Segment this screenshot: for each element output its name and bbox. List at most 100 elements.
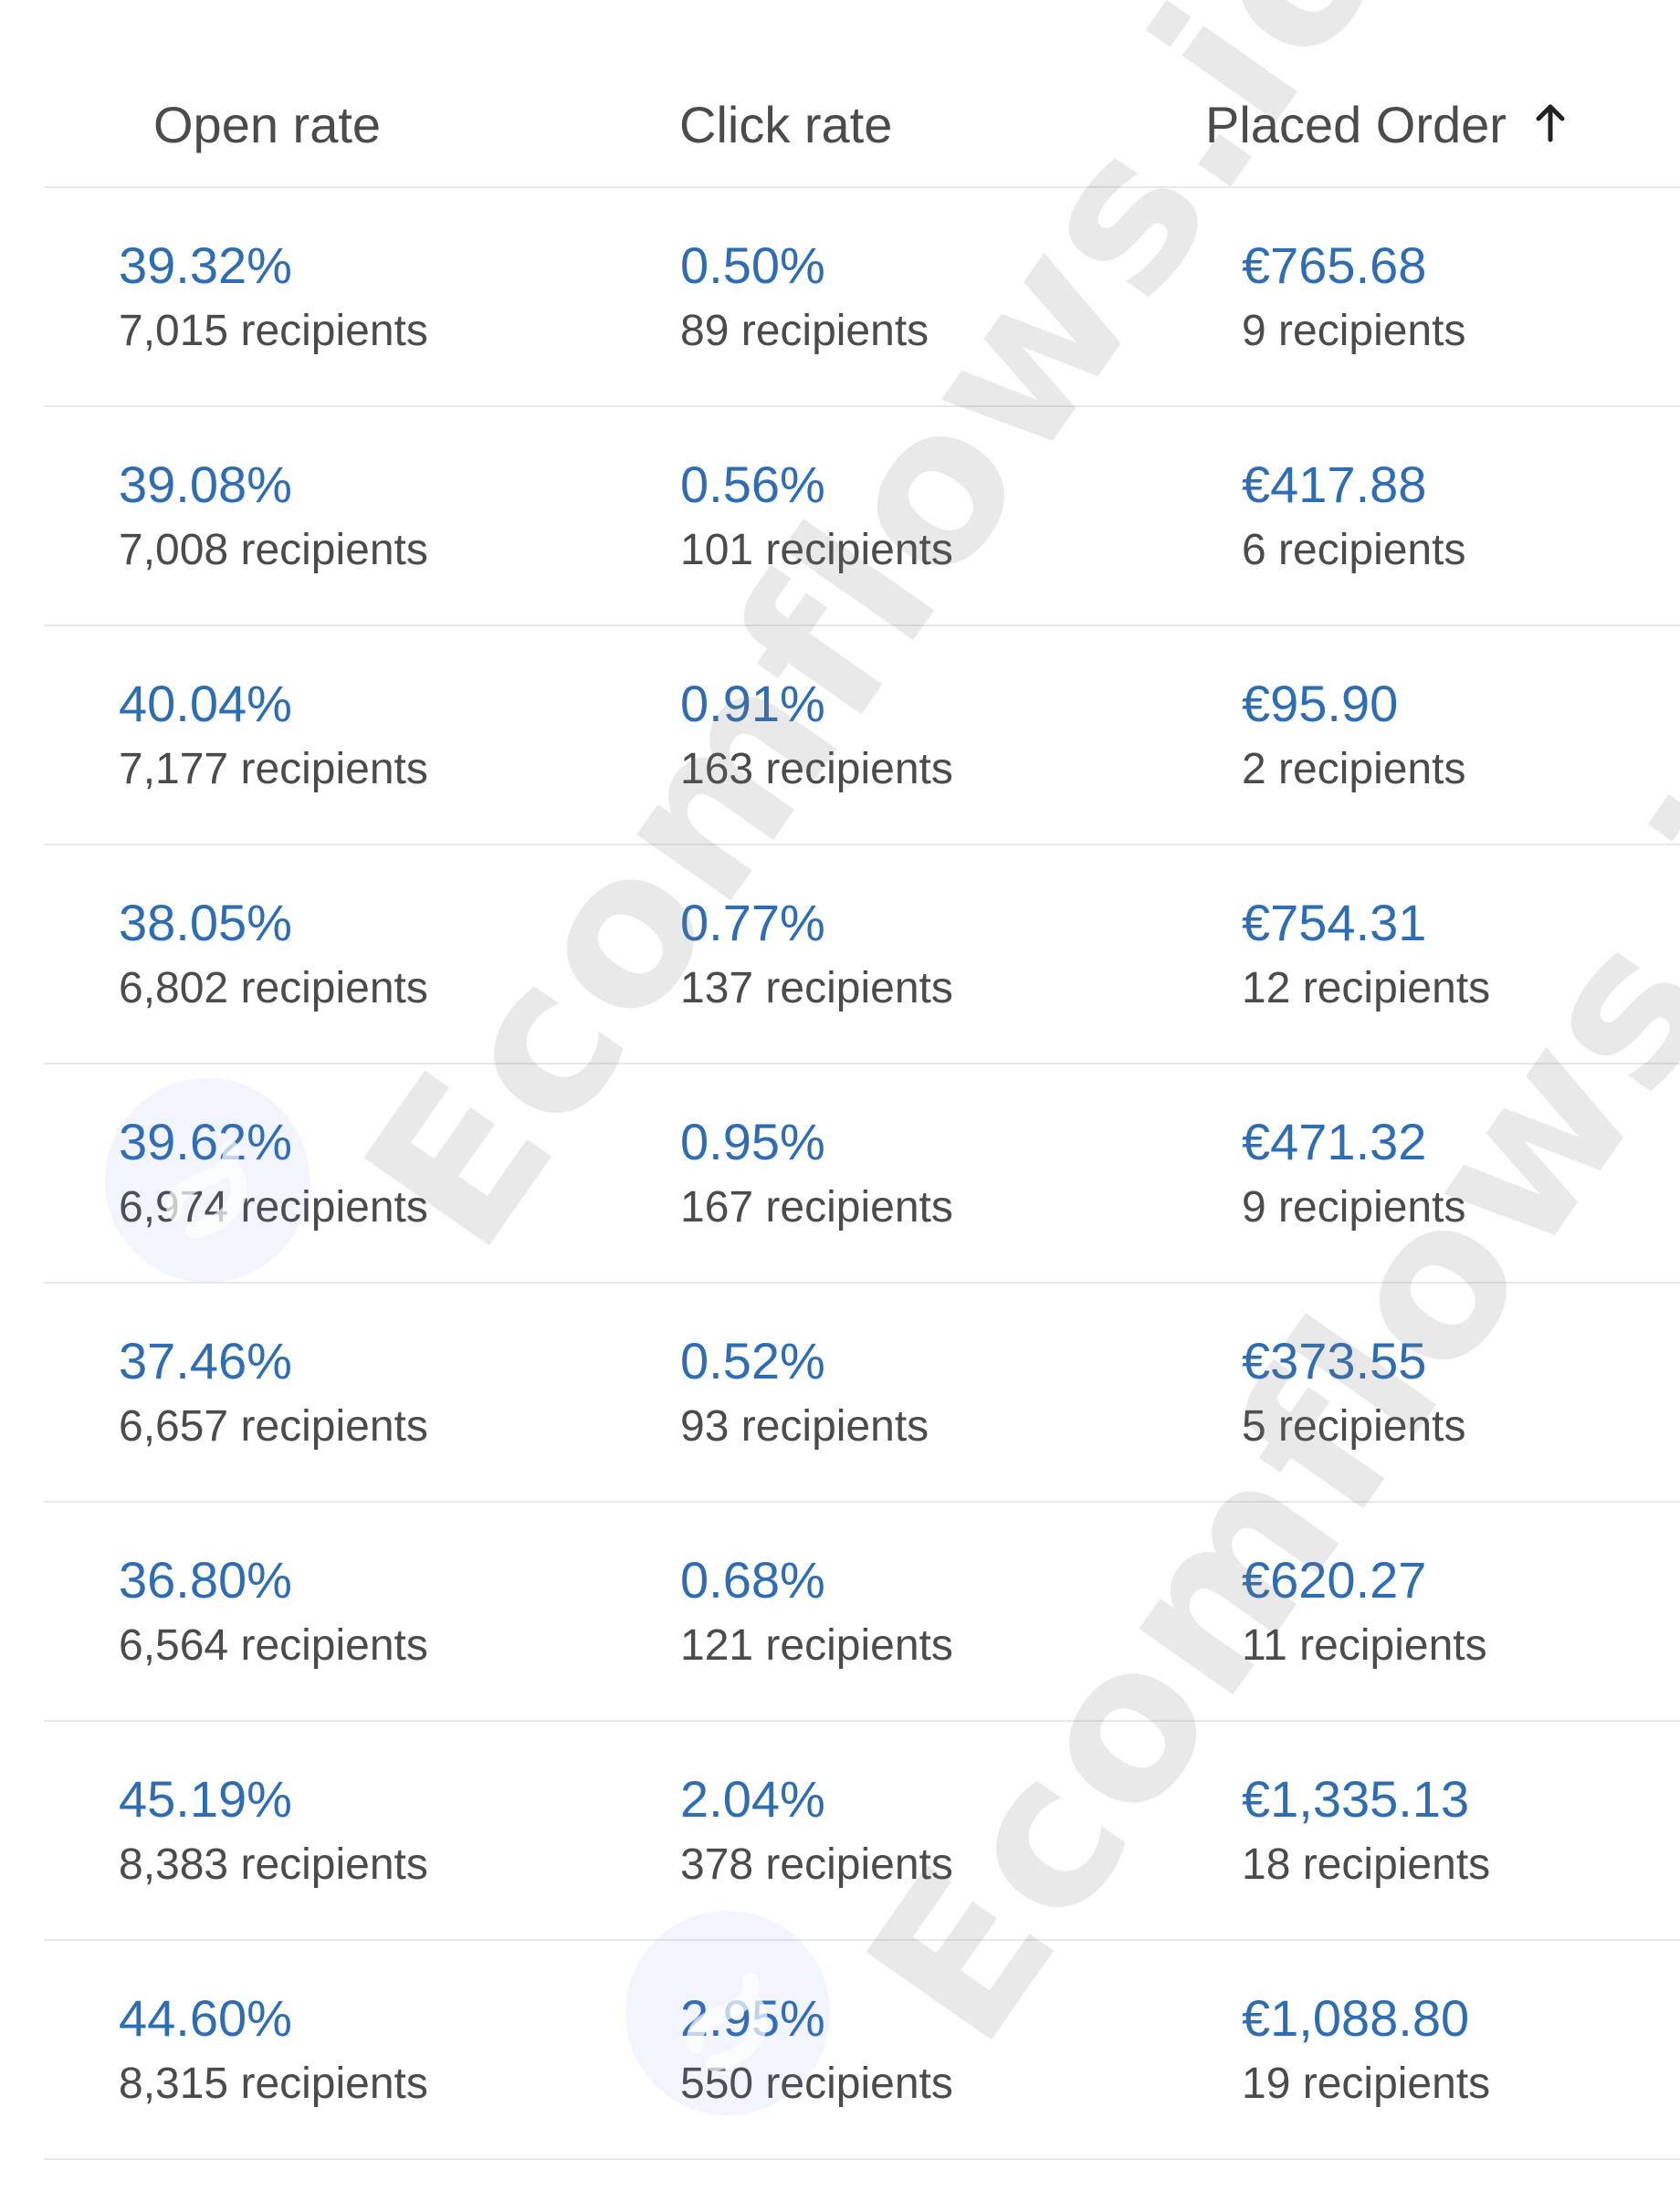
placed-order-cell: €765.68 9 recipients <box>1242 236 1465 362</box>
open-recipients: 6,564 recipients <box>119 1621 428 1670</box>
open-rate-cell: 36.80% 6,564 recipients <box>119 1550 428 1676</box>
click-rate-cell: 0.91% 163 recipients <box>680 674 953 800</box>
click-rate-value[interactable]: 2.04% <box>680 1770 825 1828</box>
open-recipients: 7,008 recipients <box>119 526 428 574</box>
click-rate-cell: 0.95% 167 recipients <box>680 1112 953 1238</box>
placed-order-value[interactable]: €471.32 <box>1242 1113 1427 1170</box>
open-rate-value[interactable]: 39.32% <box>119 236 292 294</box>
column-header-label: Placed Order <box>1205 96 1507 153</box>
click-recipients: 378 recipients <box>680 1840 953 1889</box>
open-rate-cell: 44.60% 8,315 recipients <box>119 1988 428 2114</box>
table-row[interactable]: 39.32% 7,015 recipients 0.50% 89 recipie… <box>44 188 1680 407</box>
order-recipients: 2 recipients <box>1242 745 1466 793</box>
order-recipients: 12 recipients <box>1242 964 1491 1012</box>
order-recipients: 5 recipients <box>1242 1402 1466 1451</box>
table-row[interactable]: 45.19% 8,383 recipients 2.04% 378 recipi… <box>44 1722 1680 1941</box>
table-row[interactable]: 37.46% 6,657 recipients 0.52% 93 recipie… <box>44 1284 1680 1503</box>
open-rate-value[interactable]: 39.08% <box>119 456 292 513</box>
click-rate-cell: 2.04% 378 recipients <box>680 1769 953 1895</box>
open-rate-cell: 37.46% 6,657 recipients <box>119 1331 428 1457</box>
table-body: 39.32% 7,015 recipients 0.50% 89 recipie… <box>44 188 1680 2160</box>
click-recipients: 163 recipients <box>680 745 953 793</box>
click-rate-value[interactable]: 0.50% <box>680 236 825 294</box>
order-recipients: 11 recipients <box>1242 1621 1487 1670</box>
metrics-table: Open rate Click rate Placed Order 39.32%… <box>44 51 1680 2160</box>
open-rate-value[interactable]: 38.05% <box>119 894 292 951</box>
table-row[interactable]: 38.05% 6,802 recipients 0.77% 137 recipi… <box>44 845 1680 1064</box>
table-row[interactable]: 36.80% 6,564 recipients 0.68% 121 recipi… <box>44 1503 1680 1722</box>
placed-order-value[interactable]: €1,088.80 <box>1242 1989 1470 2047</box>
open-recipients: 6,802 recipients <box>119 964 428 1012</box>
order-recipients: 19 recipients <box>1242 2060 1491 2108</box>
table-header: Open rate Click rate Placed Order <box>44 51 1680 188</box>
open-recipients: 8,315 recipients <box>119 2060 428 2108</box>
placed-order-value[interactable]: €765.68 <box>1242 236 1427 294</box>
placed-order-value[interactable]: €1,335.13 <box>1242 1770 1470 1828</box>
placed-order-value[interactable]: €95.90 <box>1242 675 1399 732</box>
click-rate-cell: 0.56% 101 recipients <box>680 455 953 581</box>
open-recipients: 6,657 recipients <box>119 1402 428 1451</box>
click-recipients: 101 recipients <box>680 526 953 574</box>
click-rate-value[interactable]: 0.68% <box>680 1551 825 1609</box>
placed-order-cell: €95.90 2 recipients <box>1242 674 1465 800</box>
click-rate-value[interactable]: 2.95% <box>680 1989 825 2047</box>
click-rate-cell: 0.50% 89 recipients <box>680 236 929 362</box>
order-recipients: 9 recipients <box>1242 307 1466 355</box>
click-rate-cell: 0.52% 93 recipients <box>680 1331 929 1457</box>
column-header-placed-order[interactable]: Placed Order <box>1205 95 1567 155</box>
open-rate-cell: 38.05% 6,802 recipients <box>119 893 428 1019</box>
open-recipients: 8,383 recipients <box>119 1840 428 1889</box>
click-rate-value[interactable]: 0.52% <box>680 1332 825 1389</box>
table-row[interactable]: 39.08% 7,008 recipients 0.56% 101 recipi… <box>44 407 1680 626</box>
open-rate-value[interactable]: 37.46% <box>119 1332 292 1389</box>
click-rate-value[interactable]: 0.56% <box>680 456 825 513</box>
open-rate-cell: 39.08% 7,008 recipients <box>119 455 428 581</box>
order-recipients: 9 recipients <box>1242 1183 1466 1232</box>
column-header-label: Click rate <box>679 96 893 153</box>
placed-order-cell: €417.88 6 recipients <box>1242 455 1465 581</box>
placed-order-value[interactable]: €754.31 <box>1242 894 1427 951</box>
placed-order-value[interactable]: €373.55 <box>1242 1332 1427 1389</box>
placed-order-cell: €373.55 5 recipients <box>1242 1331 1465 1457</box>
click-rate-value[interactable]: 0.95% <box>680 1113 825 1170</box>
click-recipients: 137 recipients <box>680 964 953 1012</box>
open-recipients: 7,177 recipients <box>119 745 428 793</box>
column-header-label: Open rate <box>153 96 382 153</box>
click-recipients: 167 recipients <box>680 1183 953 1232</box>
open-rate-cell: 45.19% 8,383 recipients <box>119 1769 428 1895</box>
open-rate-value[interactable]: 36.80% <box>119 1551 292 1609</box>
click-recipients: 121 recipients <box>680 1621 953 1670</box>
open-rate-value[interactable]: 39.62% <box>119 1113 292 1170</box>
order-recipients: 6 recipients <box>1242 526 1466 574</box>
placed-order-cell: €1,335.13 18 recipients <box>1242 1769 1490 1895</box>
click-recipients: 89 recipients <box>680 307 929 355</box>
open-rate-cell: 39.62% 6,974 recipients <box>119 1112 428 1238</box>
placed-order-value[interactable]: €417.88 <box>1242 456 1427 513</box>
click-recipients: 93 recipients <box>680 1402 929 1451</box>
click-rate-cell: 2.95% 550 recipients <box>680 1988 953 2114</box>
click-rate-value[interactable]: 0.91% <box>680 675 825 732</box>
placed-order-value[interactable]: €620.27 <box>1242 1551 1427 1609</box>
click-recipients: 550 recipients <box>680 2060 953 2108</box>
table-row[interactable]: 44.60% 8,315 recipients 2.95% 550 recipi… <box>44 1941 1680 2160</box>
open-rate-value[interactable]: 44.60% <box>119 1989 292 2047</box>
order-recipients: 18 recipients <box>1242 1840 1491 1889</box>
click-rate-cell: 0.77% 137 recipients <box>680 893 953 1019</box>
open-recipients: 6,974 recipients <box>119 1183 428 1232</box>
arrow-up-icon[interactable] <box>1534 96 1567 155</box>
column-header-open-rate[interactable]: Open rate <box>153 95 381 154</box>
open-rate-value[interactable]: 45.19% <box>119 1770 292 1828</box>
open-recipients: 7,015 recipients <box>119 307 428 355</box>
table-row[interactable]: 40.04% 7,177 recipients 0.91% 163 recipi… <box>44 626 1680 845</box>
click-rate-value[interactable]: 0.77% <box>680 894 825 951</box>
placed-order-cell: €1,088.80 19 recipients <box>1242 1988 1490 2114</box>
placed-order-cell: €471.32 9 recipients <box>1242 1112 1465 1238</box>
column-header-click-rate[interactable]: Click rate <box>679 95 892 154</box>
open-rate-cell: 39.32% 7,015 recipients <box>119 236 428 362</box>
placed-order-cell: €754.31 12 recipients <box>1242 893 1490 1019</box>
open-rate-cell: 40.04% 7,177 recipients <box>119 674 428 800</box>
open-rate-value[interactable]: 40.04% <box>119 675 292 732</box>
table-row[interactable]: 39.62% 6,974 recipients 0.95% 167 recipi… <box>44 1064 1680 1284</box>
placed-order-cell: €620.27 11 recipients <box>1242 1550 1487 1676</box>
click-rate-cell: 0.68% 121 recipients <box>680 1550 953 1676</box>
